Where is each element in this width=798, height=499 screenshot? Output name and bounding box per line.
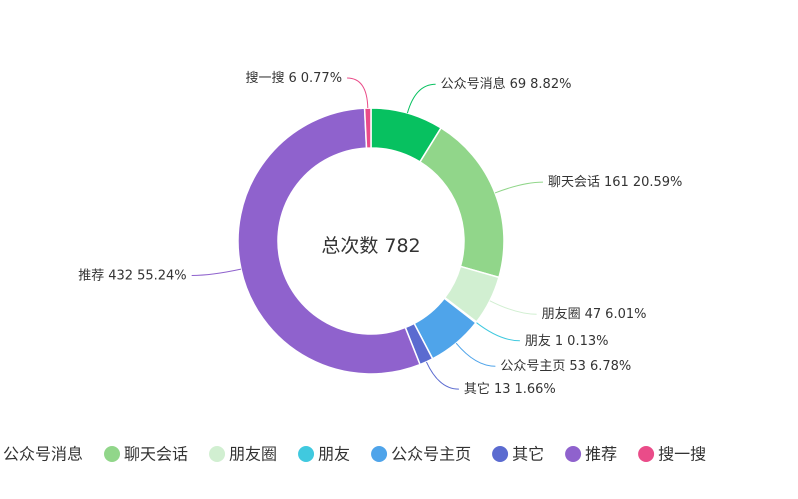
slice-label: 搜一搜 6 0.77% xyxy=(245,71,342,86)
label-line xyxy=(406,83,436,114)
slice-label: 其它 13 1.66% xyxy=(464,381,556,397)
center-label: 总次数 xyxy=(321,235,378,257)
legend-label: 其它 xyxy=(512,445,544,464)
legend-marker xyxy=(565,446,582,462)
legend-marker xyxy=(371,446,388,462)
label-name: 公众号主页 xyxy=(500,359,565,374)
label-value: 1 xyxy=(555,333,563,348)
slice-label: 朋友圈 47 6.01% xyxy=(542,306,647,322)
slice-label: 朋友 1 0.13% xyxy=(525,332,609,348)
slice xyxy=(418,126,505,279)
slice xyxy=(363,107,372,149)
slice-label: 公众号主页 53 6.78% xyxy=(500,359,631,374)
label-name: 聊天会话 xyxy=(548,175,600,190)
label-line xyxy=(494,181,543,194)
label-line xyxy=(347,77,369,109)
legend-label: 聊天会话 xyxy=(124,445,188,464)
label-name: 朋友圈 xyxy=(542,306,581,322)
label-name: 朋友 xyxy=(525,332,551,348)
legend-label: 推荐 xyxy=(585,445,617,464)
label-percent: 6.01% xyxy=(605,307,646,322)
slice-label: 聊天会话 161 20.59% xyxy=(548,175,682,190)
label-percent: 0.13% xyxy=(567,333,608,348)
legend-marker xyxy=(638,446,655,462)
label-line xyxy=(191,268,242,276)
legend-marker xyxy=(104,446,121,462)
center-total: 782 xyxy=(384,235,420,257)
slice-label: 推荐 432 55.24% xyxy=(78,268,186,283)
label-line xyxy=(475,322,520,342)
label-value: 161 xyxy=(604,175,629,190)
label-line xyxy=(455,342,496,367)
slice-label: 公众号消息 69 8.82% xyxy=(441,76,572,92)
label-percent: 20.59% xyxy=(633,175,683,190)
legend-label: 公众号主页 xyxy=(391,445,471,464)
label-value: 432 xyxy=(108,268,133,283)
legend-label: 搜一搜 xyxy=(658,445,706,464)
legend-label: 公众号消息 xyxy=(3,445,83,464)
label-value: 13 xyxy=(494,382,511,397)
center-text: 总次数 782 xyxy=(321,235,420,257)
slice xyxy=(237,107,422,375)
label-name: 推荐 xyxy=(78,268,104,283)
label-percent: 8.82% xyxy=(530,77,571,92)
label-percent: 6.78% xyxy=(590,359,631,374)
legend-marker xyxy=(492,446,509,462)
label-value: 69 xyxy=(510,77,527,92)
legend-marker xyxy=(209,446,226,462)
label-name: 公众号消息 xyxy=(441,76,506,92)
legend-label: 朋友 xyxy=(318,445,350,464)
label-name: 其它 xyxy=(464,381,490,397)
label-percent: 1.66% xyxy=(514,382,555,397)
label-line xyxy=(425,361,459,390)
label-value: 47 xyxy=(585,307,602,322)
label-value: 53 xyxy=(569,359,586,374)
label-value: 6 xyxy=(288,71,296,86)
label-name: 搜一搜 xyxy=(245,71,284,86)
label-percent: 0.77% xyxy=(301,71,342,86)
legend-marker xyxy=(298,446,315,462)
label-line xyxy=(489,300,537,315)
label-percent: 55.24% xyxy=(137,268,187,283)
legend-label: 朋友圈 xyxy=(229,445,277,464)
